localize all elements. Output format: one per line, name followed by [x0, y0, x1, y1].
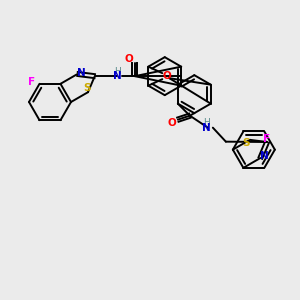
Text: O: O [163, 71, 172, 81]
Text: S: S [83, 83, 91, 93]
Text: N: N [202, 123, 211, 133]
Text: N: N [113, 71, 122, 81]
Text: H: H [114, 67, 121, 76]
Text: O: O [167, 118, 176, 128]
Text: F: F [28, 77, 35, 87]
Text: F: F [263, 134, 270, 145]
Text: S: S [242, 138, 250, 148]
Text: H: H [203, 118, 210, 127]
Text: N: N [260, 151, 269, 161]
Text: N: N [77, 68, 86, 78]
Text: O: O [124, 54, 133, 64]
